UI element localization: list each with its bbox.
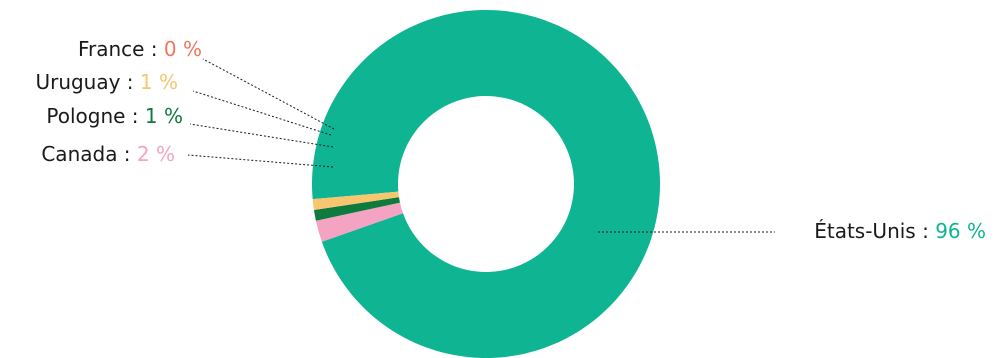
slice-label-name: Canada : (41, 142, 137, 166)
slice-label-etats-unis: États-Unis : 96 % (814, 219, 986, 243)
slice-etats-unis (311, 9, 660, 358)
slice-pologne (313, 197, 400, 221)
slice-uruguay (312, 191, 399, 211)
slice-label-value: 1 % (140, 70, 178, 94)
leader-line-pologne (189, 123, 334, 148)
slice-label-name: Pologne : (46, 104, 145, 128)
slice-label-uruguay: Uruguay : 1 % (35, 70, 178, 94)
slice-label-pologne: Pologne : 1 % (46, 104, 183, 128)
leaders-layer (187, 58, 775, 233)
slice-label-value: 0 % (164, 37, 202, 61)
leader-line-france (202, 58, 335, 130)
leader-line-canada (187, 154, 334, 168)
slice-label-name: États-Unis : (814, 219, 935, 243)
slice-label-name: France : (78, 37, 164, 61)
slice-label-canada: Canada : 2 % (41, 142, 175, 166)
labels-layer: États-Unis : 96 % Canada : 2 % Pologne : 1… (35, 37, 986, 243)
slices-layer (311, 9, 660, 358)
slice-label-name: Uruguay : (35, 70, 139, 94)
slice-label-value: 1 % (145, 104, 183, 128)
slice-label-value: 2 % (137, 142, 175, 166)
slice-canada (315, 202, 403, 242)
slice-label-france: France : 0 % (78, 37, 202, 61)
slice-label-value: 96 % (935, 219, 986, 243)
leader-line-uruguay (192, 90, 332, 136)
